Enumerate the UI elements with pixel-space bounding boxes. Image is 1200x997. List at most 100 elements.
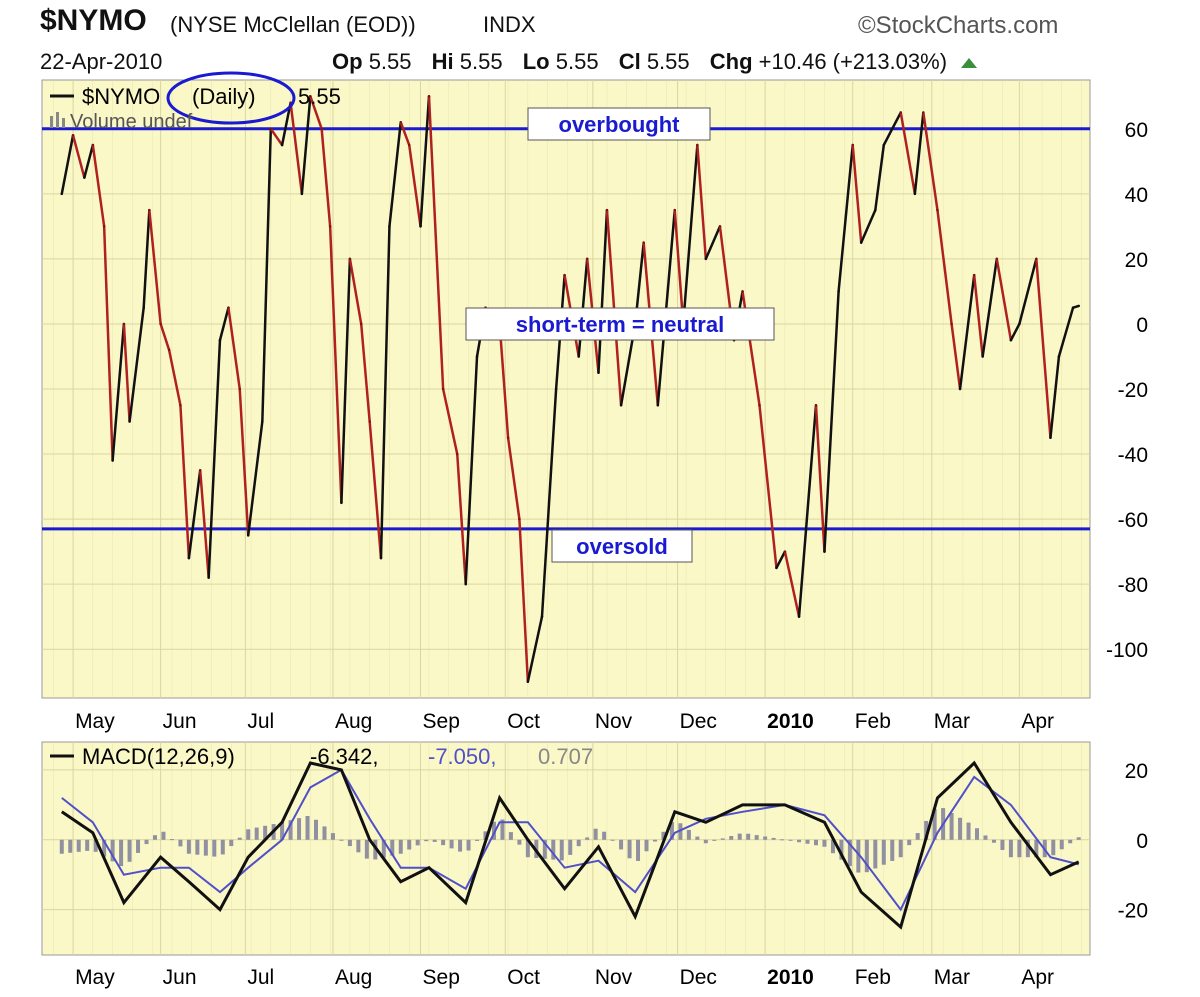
data-point [741, 290, 744, 293]
data-point [309, 95, 312, 98]
series-segment [261, 127, 273, 423]
histogram-bar [847, 839, 852, 867]
data-point [958, 387, 962, 391]
data-point [577, 355, 580, 358]
x-tick-label: Sep [423, 710, 460, 733]
data-point [456, 452, 459, 456]
low-label: Lo [522, 49, 550, 74]
x-tick-label: Oct [507, 966, 540, 989]
histogram-bar [186, 839, 191, 854]
data-point [419, 225, 422, 228]
series-segment [83, 143, 95, 179]
series-segment [823, 290, 840, 553]
series-segment [837, 143, 854, 293]
histogram-bar [542, 839, 547, 859]
histogram-bar [517, 839, 522, 845]
quote-date: 22-Apr-2010 [40, 49, 163, 74]
data-point [783, 550, 787, 553]
data-point [360, 322, 363, 326]
histogram-bar [1034, 839, 1039, 858]
histogram-bar [661, 831, 666, 840]
histogram-bar [890, 839, 895, 861]
histogram-bar [932, 808, 937, 840]
x-tick-label: 2010 [767, 710, 814, 733]
data-point [83, 176, 86, 179]
data-point [218, 339, 222, 342]
series-segment [91, 143, 106, 228]
histogram-bar [975, 828, 980, 840]
data-point [111, 459, 114, 462]
data-point [619, 404, 623, 407]
data-point [1071, 306, 1075, 309]
series-segment [540, 387, 558, 618]
data-point [814, 404, 818, 407]
histogram-bar [220, 839, 225, 855]
data-point [71, 134, 75, 137]
histogram-bar [169, 839, 174, 841]
histogram-bar [339, 839, 344, 841]
annotation-box [465, 307, 775, 341]
volume-bar-icon [50, 116, 53, 128]
series-segment [936, 208, 953, 326]
histogram-bar [720, 838, 725, 840]
x-tick-label: Dec [680, 710, 717, 733]
series-segment [218, 306, 230, 342]
histogram-bar [1017, 839, 1022, 858]
histogram-bar [314, 819, 319, 840]
histogram-bar [288, 820, 293, 840]
histogram-bar [864, 839, 869, 873]
change-label: Chg [709, 49, 753, 74]
symbol-description: (NYSE McClellan (EOD)) [170, 12, 416, 37]
data-point [238, 387, 241, 391]
histogram-bar [1068, 839, 1073, 844]
annotation-box [527, 107, 711, 141]
x-tick-label: Jul [247, 966, 274, 989]
data-point [1077, 304, 1080, 308]
data-point [563, 273, 566, 277]
data-point [179, 404, 182, 407]
series-segment [407, 143, 422, 228]
data-point [642, 241, 645, 244]
x-tick-label: Jun [163, 966, 197, 989]
histogram-bar [907, 839, 912, 846]
series-segment [814, 404, 826, 553]
data-point [207, 576, 210, 579]
x-tick-label: Feb [855, 710, 891, 733]
histogram-bar [475, 839, 480, 841]
data-point [388, 225, 391, 228]
histogram-bar [144, 839, 149, 845]
x-tick-label: Feb [855, 966, 891, 989]
series-segment [455, 452, 467, 586]
x-tick-label: Mar [934, 966, 970, 989]
histogram-bar [483, 831, 488, 840]
series-segment [227, 306, 241, 391]
data-point [775, 566, 778, 570]
series-segment [280, 101, 292, 147]
y-tick-label: 40 [1125, 184, 1148, 207]
histogram-bar [508, 832, 513, 840]
histogram-bar [898, 839, 903, 858]
x-tick-label: May [75, 966, 115, 989]
histogram-bar [152, 835, 157, 840]
annotation-label: overbought [559, 112, 681, 137]
data-point [328, 225, 332, 228]
x-tick-label: Apr [1021, 710, 1054, 733]
series-segment [597, 208, 609, 374]
data-point [379, 556, 383, 560]
histogram-bar [1000, 839, 1005, 850]
histogram-bar [1008, 839, 1013, 858]
series-segment [681, 143, 699, 326]
data-point [526, 680, 530, 683]
series-segment [128, 306, 145, 423]
annotation-box [551, 529, 693, 563]
data-point [247, 534, 250, 537]
x-tick-label: Aug [335, 710, 372, 733]
histogram-bar [780, 839, 785, 841]
histogram-bar [610, 839, 615, 841]
data-point [261, 420, 264, 423]
histogram-bar [449, 839, 454, 849]
data-point [348, 257, 352, 261]
histogram-bar [119, 839, 124, 867]
histogram-bar [678, 823, 683, 840]
